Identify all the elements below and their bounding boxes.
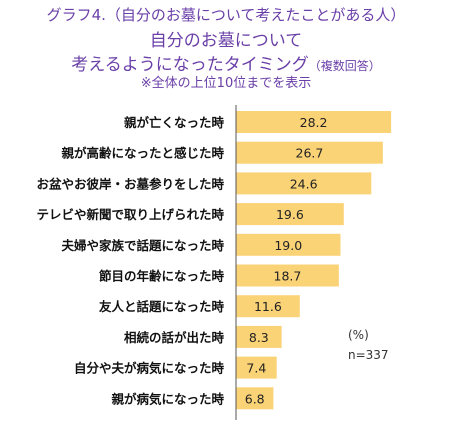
- unit-label: (%): [348, 328, 369, 342]
- data-label: 8.3: [249, 330, 269, 345]
- bar: [236, 356, 277, 379]
- data-label: 26.7: [296, 146, 324, 161]
- data-label: 24.6: [290, 176, 318, 191]
- data-label: 28.2: [300, 115, 328, 130]
- category-label: 夫婦や家族で話題になった時: [61, 238, 224, 253]
- sample-size-label: n=337: [348, 348, 389, 362]
- data-label: 19.6: [276, 207, 304, 222]
- chart-title-line3-main: 考えるようになったタイミング: [71, 55, 309, 75]
- chart-title-line3: 考えるようになったタイミング（複数回答）: [0, 50, 452, 75]
- data-label: 7.4: [246, 361, 266, 376]
- category-label: 親が亡くなった時: [124, 115, 225, 130]
- data-label: 11.6: [254, 299, 282, 314]
- data-label: 6.8: [245, 391, 265, 406]
- bar: [236, 387, 274, 410]
- category-label: テレビや新聞で取り上げられた時: [36, 207, 224, 222]
- bar: [236, 111, 392, 133]
- chart-title-line3-note: （複数回答）: [308, 59, 381, 73]
- category-label: 友人と話題になった時: [98, 299, 225, 314]
- bar: [236, 233, 341, 256]
- chart-title-line1: グラフ4.（自分のお墓について考えたことがある人）: [46, 6, 406, 24]
- bar: [236, 264, 339, 287]
- category-label: 自分や夫が病気になった時: [74, 361, 225, 376]
- category-label: 親が病気になった時: [111, 391, 224, 406]
- bar: [236, 141, 383, 164]
- chart-title-line2: 自分のお墓について: [149, 31, 303, 51]
- data-label: 18.7: [274, 269, 302, 284]
- category-label: 節目の年齢になった時: [99, 269, 225, 284]
- bar: [236, 325, 282, 348]
- category-label: 相続の話が出た時: [124, 330, 225, 345]
- category-label: お盆やお彼岸・お墓参りをした時: [36, 176, 224, 191]
- bar: [236, 172, 372, 195]
- chart-subtitle: ※全体の上位10位までを表示: [140, 76, 312, 91]
- category-label: 親が高齢になったと感じた時: [61, 146, 224, 161]
- data-label: 19.0: [274, 238, 302, 253]
- bar: [236, 295, 300, 318]
- bar: [236, 203, 344, 226]
